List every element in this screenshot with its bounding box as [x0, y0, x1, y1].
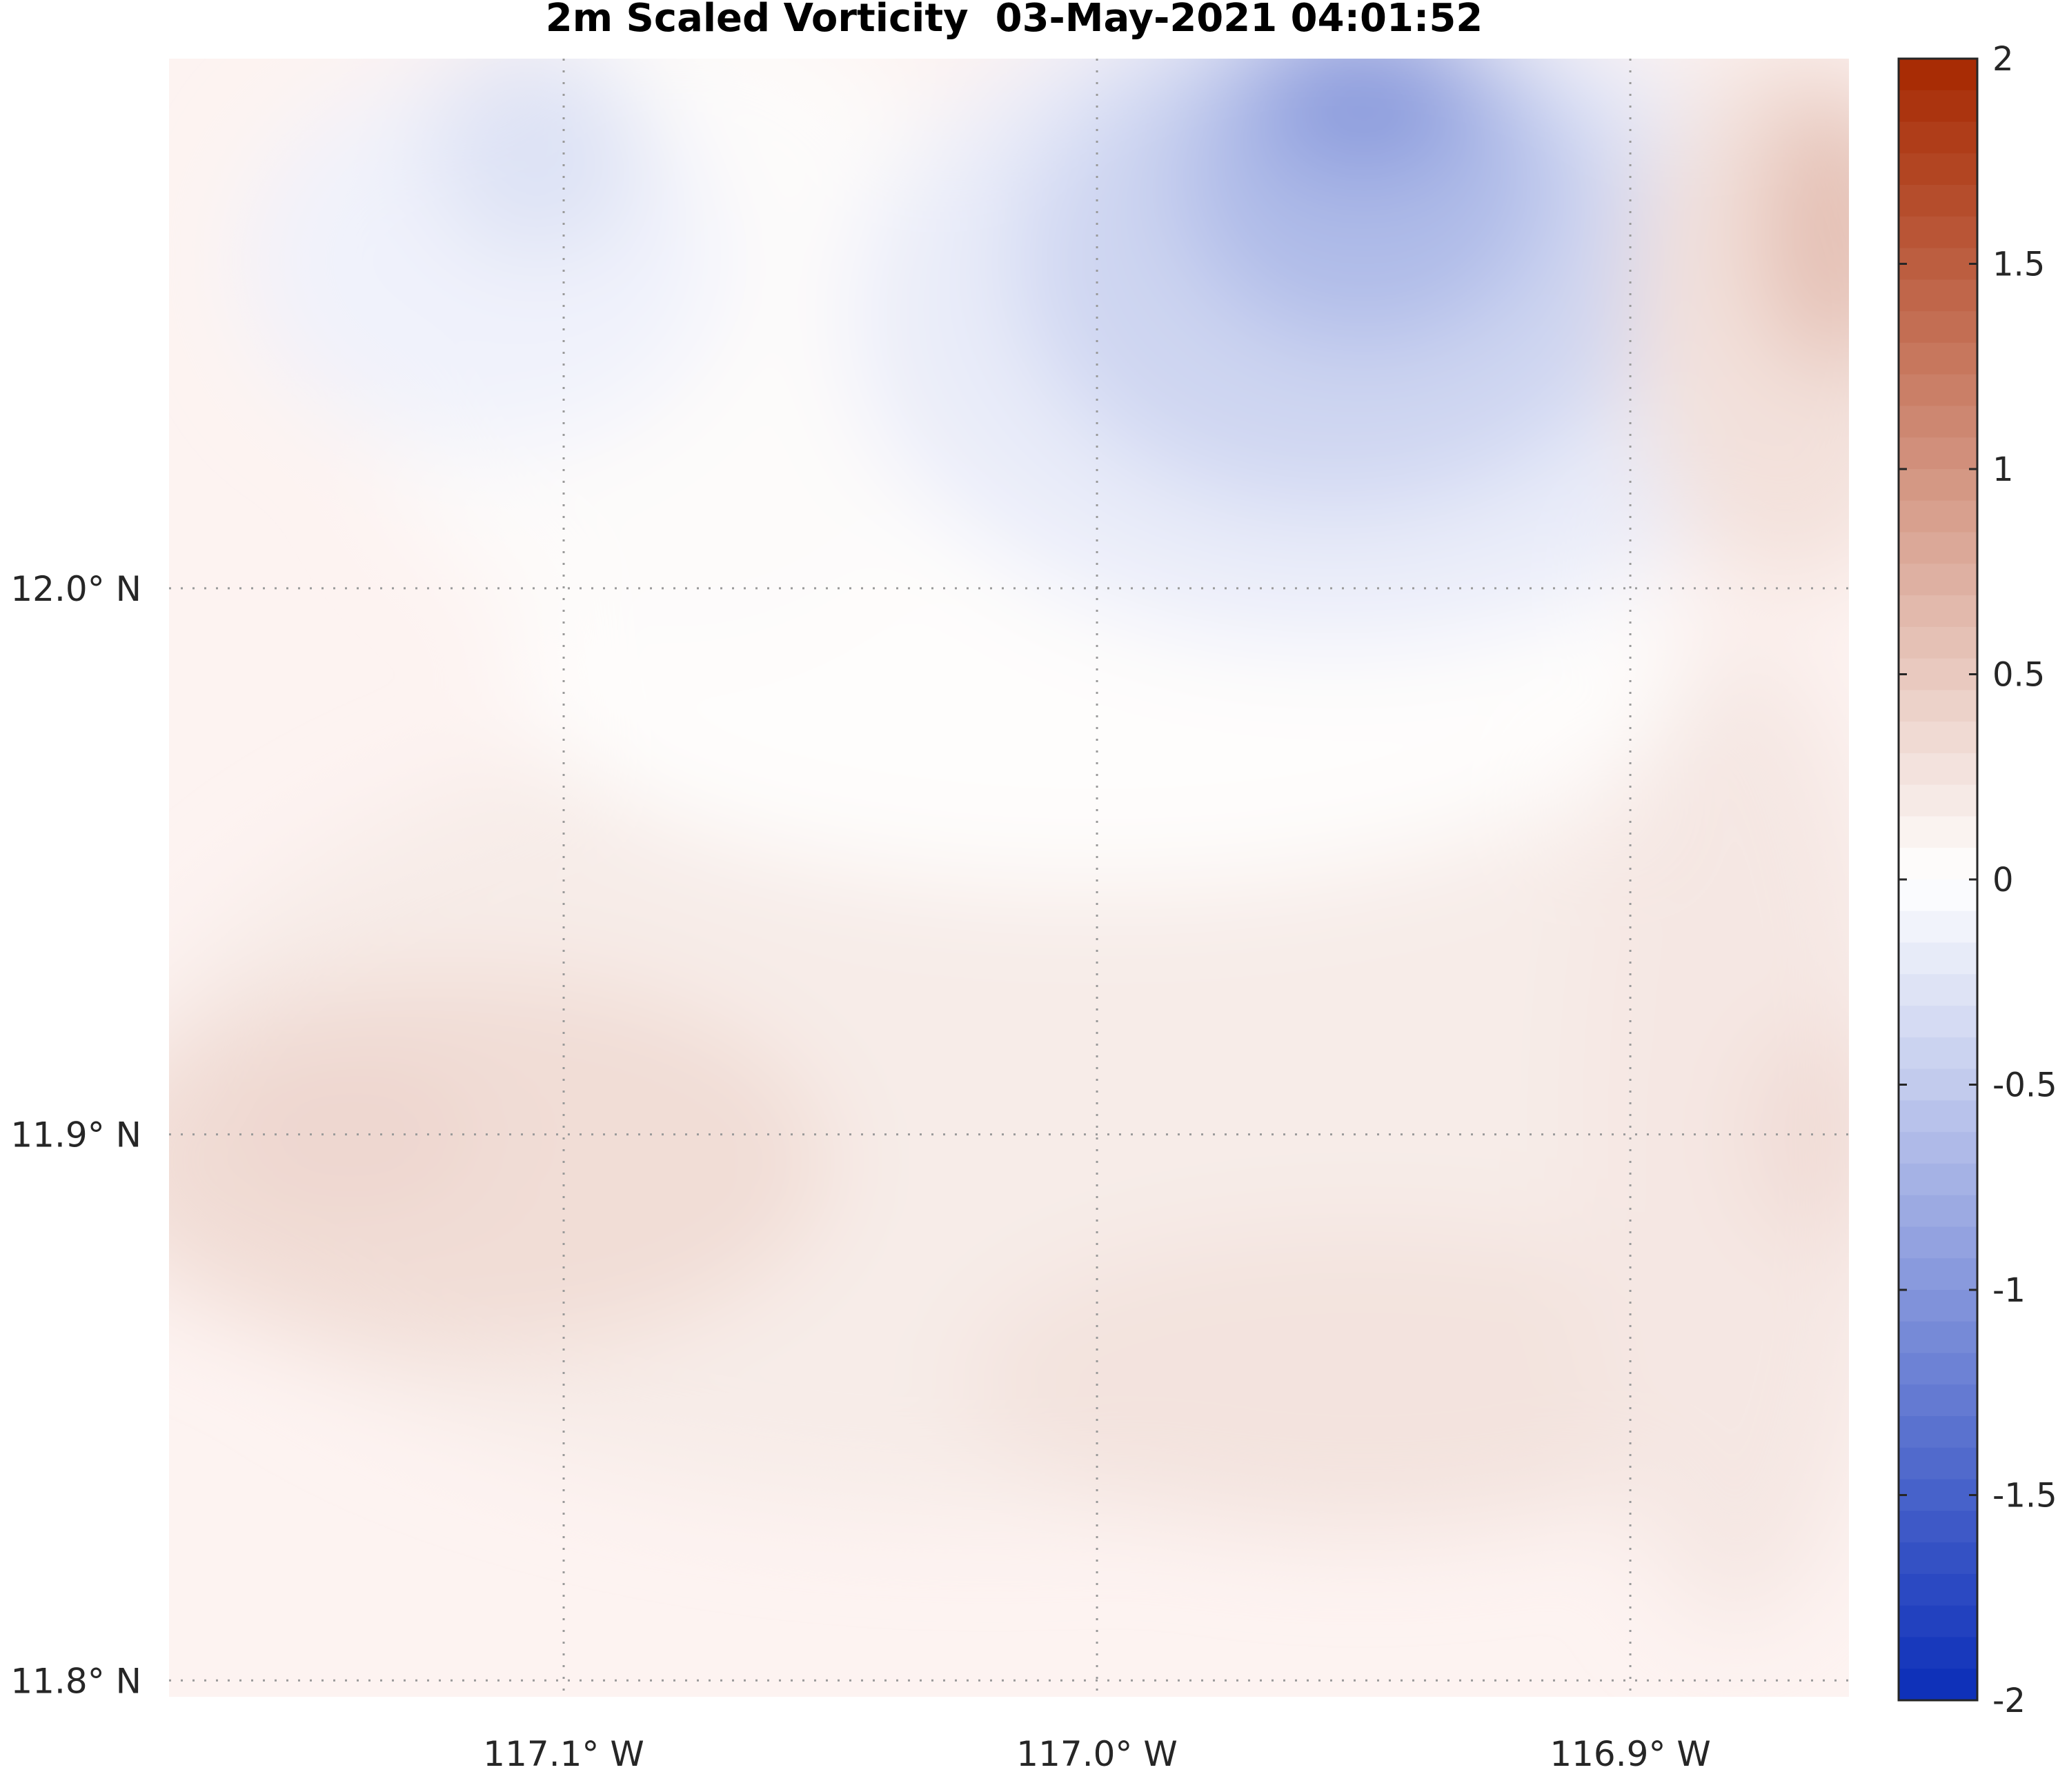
colorbar-step — [1899, 1006, 1977, 1038]
axis-ticks: 117.1° W 117.0° W 116.9° W 12.0° N 11.9° N 11… — [10, 569, 1710, 1774]
map-frame — [169, 59, 1849, 1697]
colorbar-step — [1899, 1290, 1977, 1322]
colorbar-step — [1899, 1258, 1977, 1291]
vorticity-blob — [1752, 1025, 1849, 1244]
colorbar-step — [1899, 879, 1977, 912]
colorbar-step — [1899, 121, 1977, 155]
colorbar-tick-label: -0.5 — [1992, 1066, 2057, 1105]
colorbar-step — [1899, 974, 1977, 1007]
colorbar-step — [1899, 1384, 1977, 1417]
vorticity-field — [169, 59, 1849, 1626]
colorbar-step — [1899, 1353, 1977, 1386]
colorbar-step — [1899, 564, 1977, 597]
colorbar-step — [1899, 469, 1977, 501]
colorbar-step — [1899, 1100, 1977, 1133]
colorbar-step — [1899, 342, 1977, 375]
vorticity-blob — [963, 1227, 1764, 1533]
colorbar-step — [1899, 1447, 1977, 1480]
colorbar-step — [1899, 216, 1977, 249]
colorbar-tick-label: -2 — [1992, 1682, 2026, 1720]
colorbar-step — [1899, 1226, 1977, 1260]
colorbar-step — [1899, 1479, 1977, 1512]
colorbar-tick-label: 0 — [1992, 861, 2014, 899]
colorbar-step — [1899, 406, 1977, 439]
vorticity-blob — [1576, 643, 1849, 1626]
colorbar-step — [1899, 90, 1977, 123]
colorbar-step — [1899, 690, 1977, 723]
colorbar-step — [1899, 1321, 1977, 1354]
x-tick-label: 117.1° W — [483, 1734, 644, 1774]
vorticity-layers — [169, 59, 1849, 1626]
colorbar-step — [1899, 1637, 1977, 1670]
colorbar-step — [1899, 784, 1977, 817]
colorbar-step — [1899, 1669, 1977, 1701]
colorbar-step — [1899, 848, 1977, 880]
colorbar-tick-label: 1.5 — [1992, 246, 2045, 284]
colorbar-step — [1899, 279, 1977, 312]
colorbar-step — [1899, 626, 1977, 659]
colorbar: 2 1.5 1 0.5 0 -0.5 -1 -1.5 -2 — [1897, 40, 2057, 1720]
x-tick-label: 117.0° W — [1016, 1734, 1177, 1774]
colorbar-step — [1899, 816, 1977, 849]
colorbar-tick-label: 0.5 — [1992, 656, 2045, 695]
colorbar-step — [1899, 248, 1977, 281]
colorbar-step — [1899, 311, 1977, 344]
vorticity-blob — [1256, 59, 1471, 179]
colorbar-step — [1899, 658, 1977, 691]
colorbar-step — [1899, 595, 1977, 628]
colorbar-step — [1899, 910, 1977, 944]
vorticity-layer-group — [169, 59, 1849, 1626]
vorticity-blob — [1758, 97, 1849, 370]
x-tick-label: 116.9° W — [1550, 1734, 1710, 1774]
chart-title: 2m Scaled Vorticity 03-May-2021 04:01:52 — [546, 0, 1483, 41]
vorticity-blob — [430, 59, 644, 261]
colorbar-step — [1899, 1605, 1977, 1638]
colorbar-step — [1899, 59, 1977, 91]
colorbar-tick-label: 1 — [1992, 450, 2014, 489]
colorbar-step — [1899, 1511, 1977, 1544]
colorbar-step — [1899, 1573, 1977, 1606]
colorbar-tick-label: 2 — [1992, 40, 2014, 79]
colorbar-step — [1899, 1037, 1977, 1070]
colorbar-step — [1899, 532, 1977, 565]
colorbar-step — [1899, 753, 1977, 786]
y-tick-label: 11.9° N — [10, 1115, 141, 1155]
colorbar-step — [1899, 437, 1977, 470]
colorbar-step — [1899, 1416, 1977, 1448]
colorbar-step — [1899, 942, 1977, 975]
colorbar-step — [1899, 1132, 1977, 1164]
colorbar-step — [1899, 721, 1977, 754]
colorbar-step — [1899, 374, 1977, 407]
vorticity-blob — [217, 1057, 484, 1211]
colorbar-step — [1899, 153, 1977, 186]
colorbar-step — [1899, 1163, 1977, 1196]
colorbar-tick-label: -1.5 — [1992, 1477, 2057, 1515]
colorbar-ticks: 2 1.5 1 0.5 0 -0.5 -1 -1.5 -2 — [1899, 40, 2057, 1720]
colorbar-step — [1899, 1542, 1977, 1575]
colorbar-tick-label: -1 — [1992, 1271, 2026, 1310]
y-tick-label: 11.8° N — [10, 1661, 141, 1701]
colorbar-step — [1899, 500, 1977, 533]
colorbar-step — [1899, 1195, 1977, 1228]
colorbar-step — [1899, 1068, 1977, 1102]
y-tick-label: 12.0° N — [10, 569, 141, 609]
colorbar-steps — [1899, 59, 1977, 1701]
colorbar-step — [1899, 185, 1977, 217]
